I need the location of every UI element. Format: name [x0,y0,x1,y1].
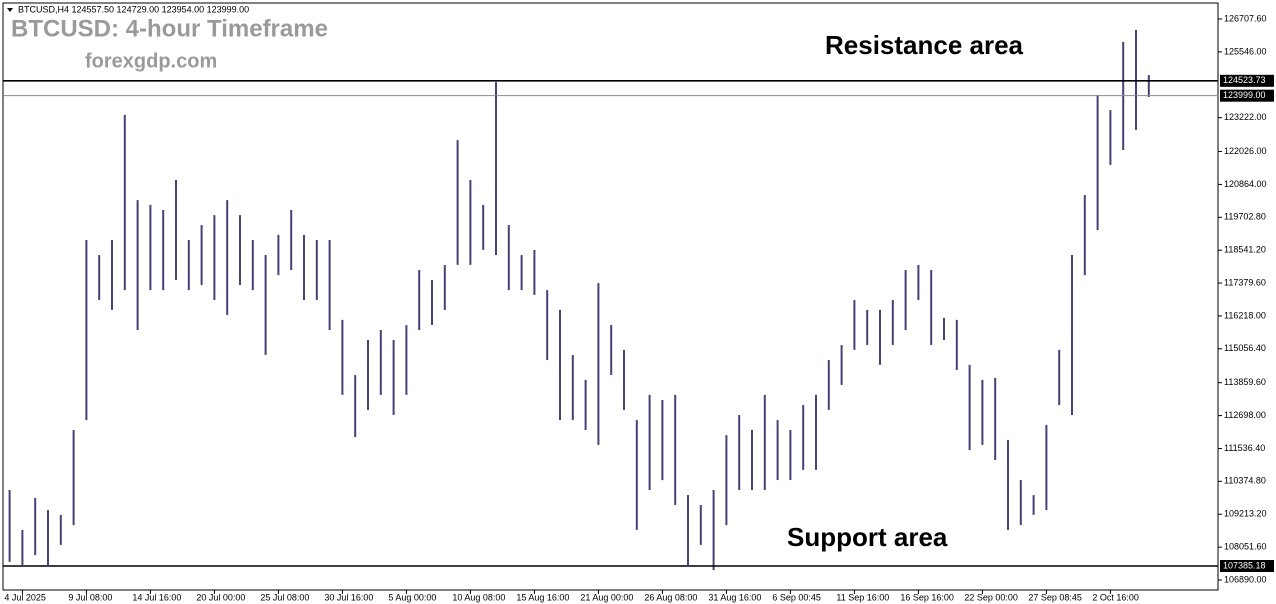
y-tick-label: 111536.40 [1224,443,1265,453]
chart-subtitle: forexgdp.com [85,50,217,72]
annotation: Resistance area [825,30,1024,60]
x-tick-label: 9 Jul 08:00 [68,592,112,602]
y-tick-label: 118541.20 [1224,245,1266,255]
y-tick-label: 108051.60 [1224,541,1267,551]
x-tick-label: 4 Jul 2025 [4,592,46,602]
y-tick-label: 113859.60 [1224,377,1266,387]
x-tick-label: 2 Oct 16:00 [1092,592,1139,602]
x-tick-label: 30 Jul 16:00 [324,592,373,602]
annotation: Support area [787,522,948,552]
level-label-box [1220,89,1274,102]
x-tick-label: 20 Jul 00:00 [196,592,245,602]
marks [8,29,1150,571]
x-tick-label: 5 Aug 00:00 [388,592,436,602]
y-tick-label: 117379.60 [1224,277,1266,287]
x-tick-label: 16 Sep 16:00 [900,592,954,602]
y-tick-label: 116218.00 [1224,310,1266,320]
x-tick-label: 21 Aug 00:00 [580,592,633,602]
x-tick-label: 31 Aug 16:00 [708,592,761,602]
level-label: 123999.00 [1223,90,1266,100]
x-tick-label: 11 Sep 16:00 [836,592,889,602]
info: BTCUSD,H4 124557.50 124729.00 123954.00 … [18,4,249,14]
y-tick-label: 115056.40 [1224,343,1266,353]
y-tick-label: 123222.00 [1224,112,1267,122]
level-label: 124523.73 [1223,75,1266,85]
x-tick-label: 15 Aug 16:00 [516,592,569,602]
y-tick-label: 110374.80 [1224,476,1266,486]
level-label-box [1220,559,1274,572]
y-tick-label: 125546.00 [1224,46,1267,56]
x-tick-label: 25 Jul 08:00 [260,592,309,602]
plot-frame [2,2,1219,591]
y-tick-label: 122026.00 [1224,146,1267,156]
y-tick-label: 120864.00 [1224,179,1267,189]
level-label: 107385.18 [1223,560,1266,570]
y-tick-label: 112698.00 [1224,410,1266,420]
y-tick-label: 106890.00 [1224,574,1267,584]
y-tick-label: 126707.60 [1224,13,1267,23]
x-tick-label: 10 Aug 08:00 [452,592,505,602]
y-tick-label: 119702.80 [1224,212,1266,222]
y-tick-label: 109213.20 [1224,509,1267,519]
x-tick-label: 26 Aug 08:00 [644,592,697,602]
menu-arrow [7,8,13,12]
level-label-box [1220,74,1274,87]
x-tick-label: 27 Sep 08:45 [1028,592,1082,602]
chart-title: BTCUSD: 4-hour Timeframe [11,15,328,42]
x-tick-label: 22 Sep 00:00 [964,592,1018,602]
x-tick-label: 14 Jul 16:00 [132,592,181,602]
x-tick-label: 6 Sep 00:45 [772,592,821,602]
